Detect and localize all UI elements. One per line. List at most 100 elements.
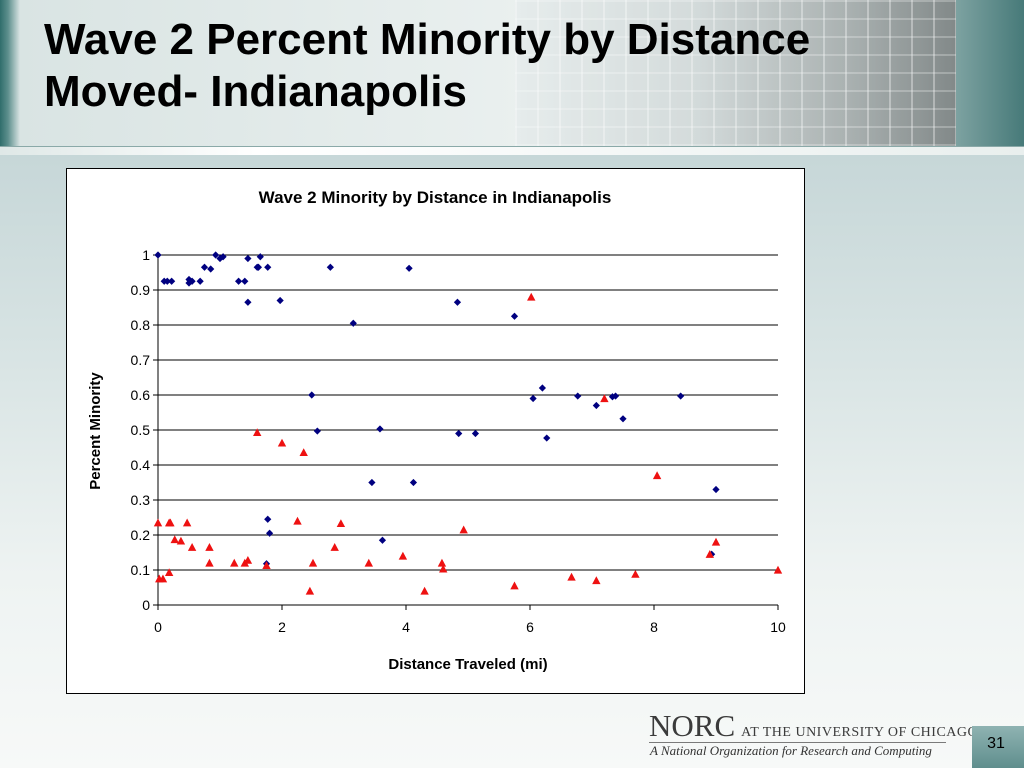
diamond-point [409,478,418,487]
y-tick-label: 0.1 [131,562,151,578]
x-tick-labels: 0 2 4 6 8 10 [154,619,786,635]
diamond-point [154,251,162,259]
data-points [153,251,783,595]
triangle-point [439,564,448,573]
diamond-point [308,391,316,399]
y-tick-label: 0.8 [131,317,151,333]
triangle-point [230,558,239,567]
x-tick-label: 10 [770,619,786,635]
diamond-point [378,536,387,544]
diamond-point [538,384,546,392]
triangle-point [158,574,168,583]
header-banner-image [515,0,956,146]
y-tick-label: 0.3 [131,492,151,508]
triangle-point [205,543,214,551]
diamond-point [455,429,463,438]
chart-title: Wave 2 Minority by Distance in Indianapo… [259,188,612,207]
diamond-point [326,263,334,271]
triangle-point [153,518,163,527]
diamond-point [244,298,252,306]
y-tick-label: 0.2 [131,527,151,543]
chart-container: Wave 2 Minority by Distance in Indianapo… [66,168,805,694]
triangle-point [277,438,287,447]
diamond-point [254,263,263,271]
y-tick-label: 1 [142,247,150,263]
y-tick-label: 0.5 [131,422,151,438]
triangle-point [705,550,714,558]
logo-tagline: A National Organization for Research and… [650,743,932,758]
triangle-point [567,572,576,581]
diamond-point [200,263,209,271]
triangle-point [164,568,174,577]
triangle-point [631,570,640,578]
y-tick-label: 0.4 [131,457,151,473]
triangle-point [600,394,609,403]
diamond-point [196,277,204,285]
logo-wordmark: NORC AT THE UNIVERSITY OF CHICAGO [649,708,978,744]
y-axis-label: Percent Minority [87,372,104,490]
triangle-point [205,558,214,567]
diamond-point [405,264,413,272]
triangle-point [187,543,197,551]
diamond-point [453,298,462,306]
triangle-point [510,581,519,590]
diamond-point [264,515,272,523]
x-tick-label: 6 [526,619,534,635]
norc-logo: NORC AT THE UNIVERSITY OF CHICAGO A Natio… [649,708,978,760]
triangle-point [459,525,468,534]
triangle-point [592,576,601,585]
triangle-point [299,448,308,456]
triangle-point [182,518,192,527]
axes [153,254,779,610]
diamond-point [266,529,274,537]
triangle-point [308,558,318,567]
series-2 [153,292,783,595]
x-tick-label: 8 [650,619,658,635]
diamond-point [611,392,620,400]
diamond-point [510,312,519,320]
x-axis-label: Distance Traveled (mi) [388,656,547,673]
y-tick-label: 0 [142,597,150,613]
triangle-point [336,519,346,528]
diamond-point [313,427,321,435]
triangle-point [253,428,262,437]
triangle-point [398,551,408,560]
triangle-point [170,535,179,544]
diamond-point [574,392,582,400]
y-tick-labels: 0 0.1 0.2 0.3 0.4 0.5 0.6 0.7 0.8 0.9 1 [131,247,151,613]
diamond-point [256,253,264,261]
triangle-point [364,558,373,567]
triangle-point [305,586,315,595]
logo-divider [649,742,946,743]
diamond-point [163,277,171,285]
triangle-point [293,516,302,525]
diamond-point [368,478,376,487]
header-right-accent [956,0,1024,146]
triangle-point [166,518,175,527]
slide-title: Wave 2 Percent Minority by Distance Move… [44,14,984,118]
header-divider [0,146,1024,155]
triangle-point [527,292,536,301]
diamond-point [543,434,551,442]
diamond-point [207,265,215,273]
diamond-point [185,279,193,287]
diamond-point [376,425,384,433]
diamond-point [712,485,720,494]
diamond-point [529,394,537,403]
triangle-point [437,558,447,567]
triangle-point [262,561,271,570]
diamond-point [349,319,357,327]
slide-title-line-2: Moved- Indianapolis [44,67,467,116]
x-tick-label: 0 [154,619,162,635]
diamond-point [592,401,600,410]
diamond-point [619,415,627,423]
diamond-point [241,277,249,285]
x-tick-label: 4 [402,619,410,635]
scatter-chart: Wave 2 Minority by Distance in Indianapo… [87,188,786,673]
diamond-point [168,277,176,285]
diamond-point [264,263,272,271]
diamond-point [244,254,252,263]
diamond-point [276,296,284,305]
series-1 [154,251,720,568]
page-number-box: 31 [972,726,1024,768]
